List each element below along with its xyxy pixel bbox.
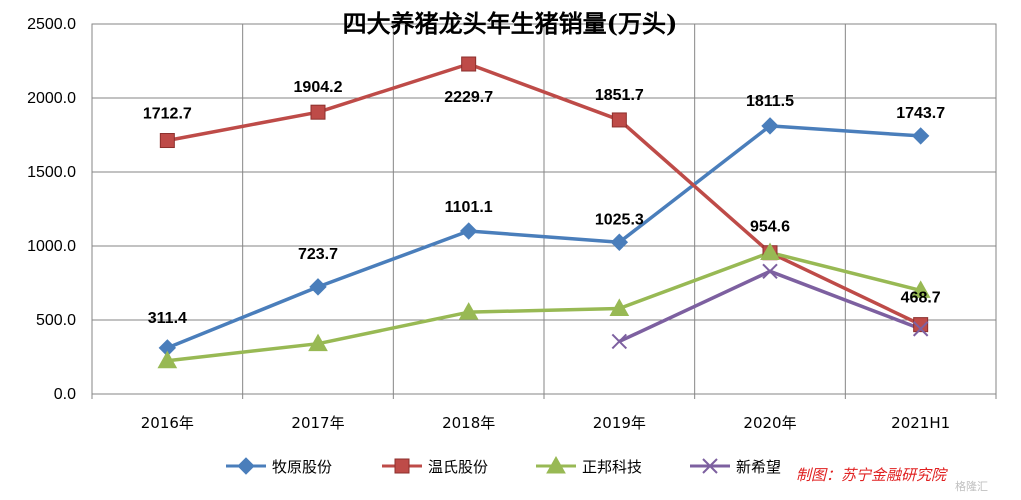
x-tick-label: 2020年: [743, 414, 796, 432]
legend-marker: [546, 455, 566, 474]
data-label: 723.7: [298, 246, 338, 263]
series-3-point: [609, 298, 630, 316]
series-line-1: [166, 124, 921, 350]
x-tick-label: 2016年: [141, 414, 194, 432]
series-1-point: [309, 278, 327, 296]
data-label: 1904.2: [294, 79, 343, 96]
series-3-point: [910, 280, 931, 298]
series-4-point: [762, 263, 778, 280]
series-1-point: [761, 117, 779, 135]
legend-label: 温氏股份: [428, 458, 488, 476]
y-tick-label: 1500.0: [27, 164, 76, 181]
y-tick-label: 2000.0: [27, 90, 76, 107]
series-1-point: [610, 233, 629, 251]
y-tick-label: 1000.0: [27, 238, 76, 255]
data-label: 954.6: [750, 219, 790, 236]
series-3-point: [458, 302, 479, 320]
legend-item: 温氏股份: [382, 458, 488, 476]
legend-label: 正邦科技: [582, 458, 642, 476]
data-label: 1101.1: [445, 199, 493, 216]
x-tick-label: 2019年: [593, 414, 646, 432]
series-2-point: [461, 56, 477, 72]
series-line-2: [167, 62, 922, 327]
series-line-3: [167, 250, 922, 363]
legend: 牧原股份 温氏股份 正邦科技 新希望: [226, 455, 781, 476]
grid-lines: [92, 23, 996, 394]
legend-item: 正邦科技: [536, 455, 642, 476]
data-label: 468.7: [901, 290, 941, 307]
legend-label: 牧原股份: [272, 458, 332, 476]
series-1-point: [911, 127, 930, 145]
chart-title: 四大养猪龙头年生猪销量(万头): [343, 9, 678, 38]
series-2-point: [310, 104, 326, 120]
axes: 0.0 500.0 1000.0 1500.0 2000.0 2500.0 2016年 201…: [27, 16, 997, 432]
data-labels: 311.4 723.7 1101.1 1025.3 1811.5 1743.7 1712.7…: [143, 79, 945, 327]
series-3-point: [308, 333, 328, 352]
data-label: 1811.5: [746, 93, 794, 110]
y-tick-label: 2500.0: [27, 16, 76, 33]
series-2-point: [159, 133, 175, 149]
x-tick-label: 2018年: [442, 414, 495, 432]
x-tick-label: 2021H1: [891, 414, 950, 432]
series-4-point: [912, 321, 929, 337]
data-label: 1851.7: [595, 87, 644, 104]
legend-marker: [237, 457, 255, 475]
data-label: 1025.3: [595, 211, 644, 228]
x-tick-label: 2017年: [291, 414, 344, 432]
legend-item: 牧原股份: [226, 457, 332, 476]
source-note: 制图：苏宁金融研究院: [796, 466, 948, 484]
series-markers: [157, 56, 931, 369]
legend-marker: [702, 458, 718, 474]
watermark: 格隆汇: [955, 479, 988, 493]
series-2-point: [611, 112, 627, 128]
legend-label: 新希望: [736, 458, 781, 476]
data-label: 2229.7: [444, 89, 493, 106]
series-2-point: [913, 317, 929, 333]
legend-item: 新希望: [690, 458, 781, 476]
data-label: 1743.7: [896, 105, 945, 122]
y-tick-label: 500.0: [36, 312, 76, 329]
legend-marker: [394, 458, 410, 474]
series-3-point: [760, 242, 780, 261]
y-tick-label: 0.0: [54, 386, 76, 403]
data-label: 311.4: [148, 310, 187, 327]
data-label: 1712.7: [143, 106, 192, 123]
series-3-point: [157, 350, 178, 369]
series-1-point: [459, 222, 478, 240]
series-4-point: [611, 333, 628, 350]
